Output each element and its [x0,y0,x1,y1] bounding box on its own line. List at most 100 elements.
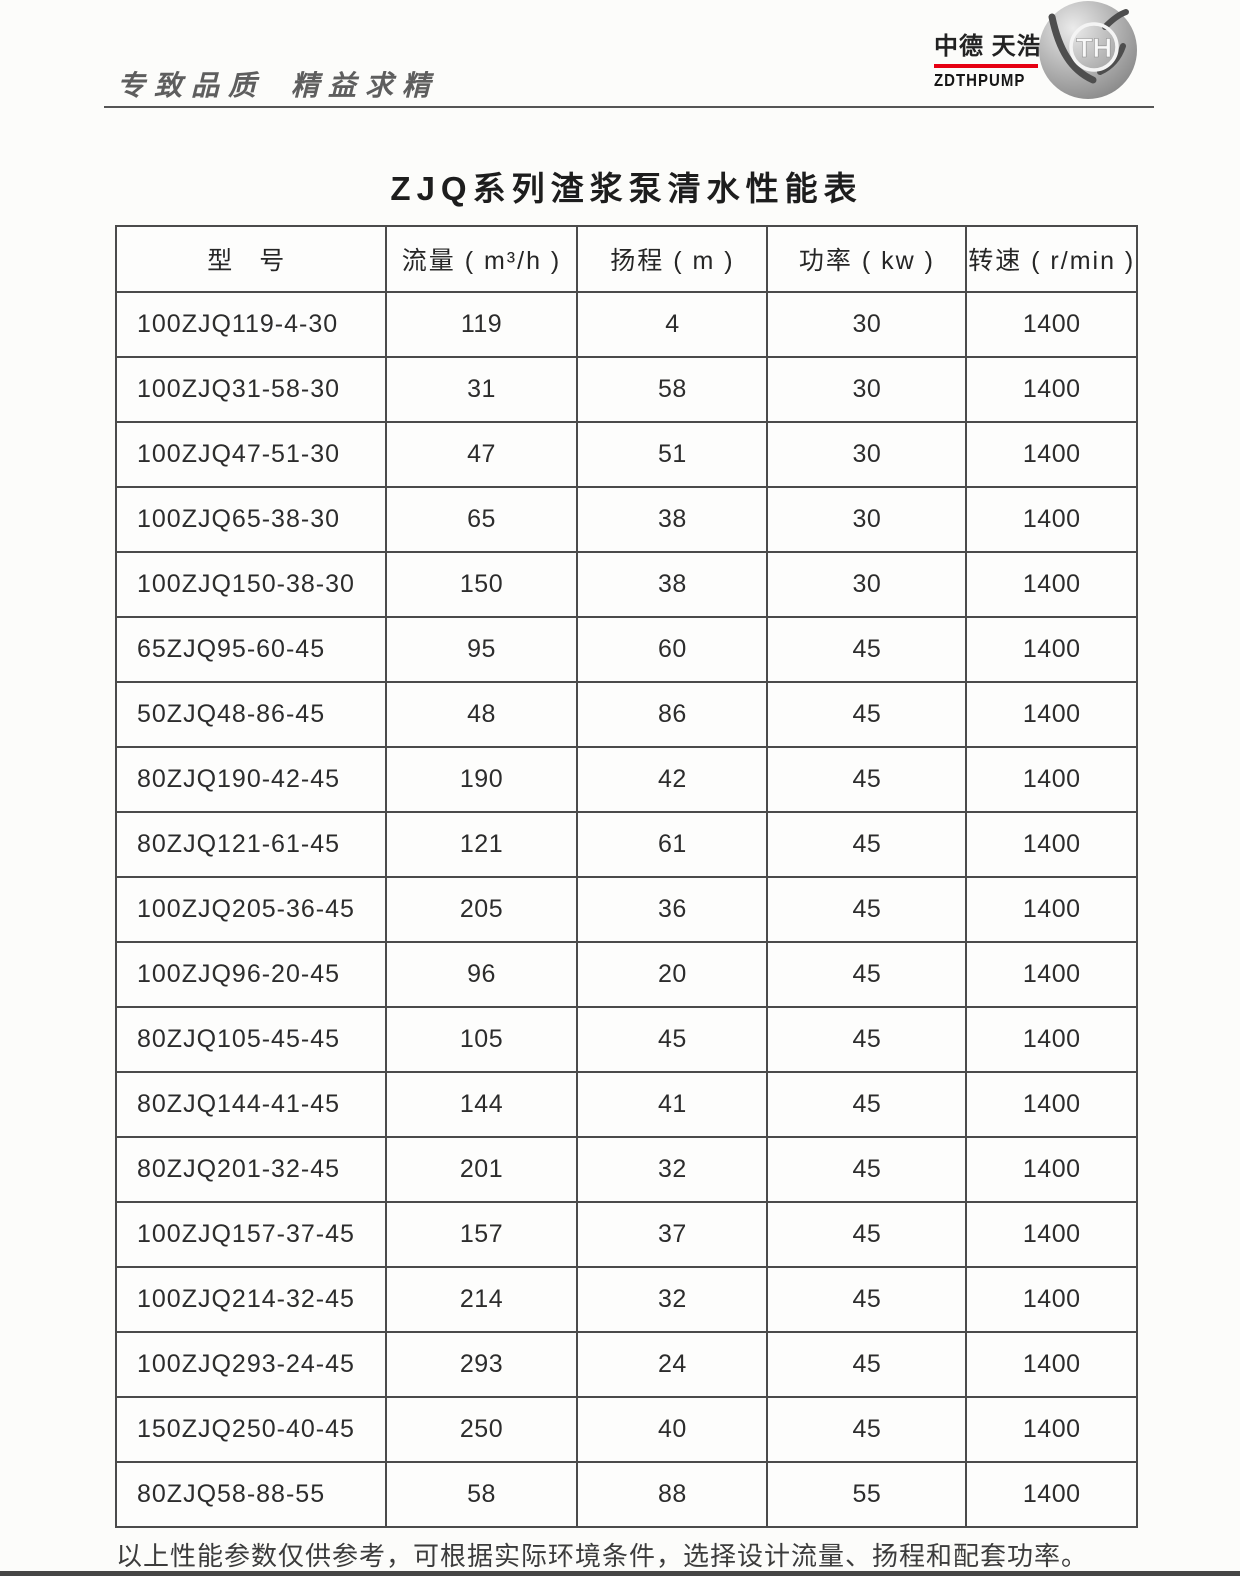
cell-value: 1400 [965,1396,1138,1463]
footer-note: 以上性能参数仅供参考，可根据实际环境条件，选择设计流量、扬程和配套功率。 [116,1541,1089,1571]
cell-model: 100ZJQ65-38-30 [115,486,387,553]
cell-value: 48 [384,681,579,748]
cell-value: 45 [766,876,968,943]
cell-model: 100ZJQ293-24-45 [115,1331,387,1398]
cell-value: 65 [384,486,579,553]
table-row: 100ZJQ205-36-45 205 36 45 1400 [115,876,1138,943]
table-row: 100ZJQ31-58-30 31 58 30 1400 [115,356,1138,423]
cell-value: 1400 [965,746,1138,813]
cell-value: 1400 [965,1266,1138,1333]
cell-value: 1400 [965,616,1138,683]
page-title: ZJQ系列渣浆泵清水性能表 [390,170,863,207]
cell-value: 1400 [965,421,1138,488]
cell-value: 30 [766,356,968,423]
cell-value: 45 [766,1071,968,1138]
header-divider [104,106,1154,108]
cell-value: 1400 [965,291,1138,358]
column-header: 扬程 ( m ) [576,225,769,293]
cell-value: 61 [576,811,769,878]
table-body: 100ZJQ119-4-30 119 4 30 1400 100ZJQ31-58-30 31… [115,291,1138,1528]
cell-value: 38 [576,551,769,618]
cell-model: 100ZJQ96-20-45 [115,941,387,1008]
brand-name-chinese: 中德 天浩 [934,33,1042,60]
header-row: 型 号流量 ( m³/h ) 扬程 ( m ) 功率 ( kw ) 转速 ( r/mi… [115,225,1138,293]
cell-value: 150 [384,551,579,618]
cell-value: 1400 [965,1201,1138,1268]
cell-value: 45 [766,616,968,683]
slogan-part2: 精益求精 [291,69,440,102]
table-row: 80ZJQ121-61-45 121 61 45 1400 [115,811,1138,878]
cell-value: 45 [766,681,968,748]
cell-value: 60 [576,616,769,683]
cell-value: 1400 [965,1461,1138,1528]
brand-block: 中德 天浩 ZDTHPUMP [934,26,1042,91]
table-row: 100ZJQ293-24-45 293 24 45 1400 [115,1331,1138,1398]
cell-value: 1400 [965,1071,1138,1138]
cell-value: 45 [576,1006,769,1073]
cell-value: 40 [576,1396,769,1463]
cell-value: 201 [384,1136,579,1203]
table-row: 150ZJQ250-40-45 250 40 45 1400 [115,1396,1138,1463]
cell-value: 42 [576,746,769,813]
cell-value: 45 [766,1266,968,1333]
cell-value: 1400 [965,1331,1138,1398]
cell-value: 32 [576,1266,769,1333]
cell-model: 100ZJQ150-38-30 [115,551,387,618]
cell-value: 45 [766,811,968,878]
cell-value: 1400 [965,1136,1138,1203]
table-row: 100ZJQ119-4-30 119 4 30 1400 [115,291,1138,358]
cell-model: 50ZJQ48-86-45 [115,681,387,748]
cell-value: 88 [576,1461,769,1528]
column-header: 功率 ( kw ) [766,225,968,293]
cell-value: 58 [576,356,769,423]
table-row: 80ZJQ144-41-45 144 41 45 1400 [115,1071,1138,1138]
table-row: 100ZJQ150-38-30 150 38 30 1400 [115,551,1138,618]
cell-model: 80ZJQ58-88-55 [115,1461,387,1528]
scan-bottom-edge [0,1571,1240,1576]
cell-value: 86 [576,681,769,748]
table-row: 100ZJQ157-37-45 157 37 45 1400 [115,1201,1138,1268]
quality-slogan: 专致品质 精益求精 [117,64,439,104]
cell-value: 144 [384,1071,579,1138]
cell-value: 95 [384,616,579,683]
cell-value: 30 [766,421,968,488]
cell-value: 157 [384,1201,579,1268]
slogan-part1: 专致品质 [117,69,266,102]
cell-model: 80ZJQ121-61-45 [115,811,387,878]
cell-model: 100ZJQ47-51-30 [115,421,387,488]
cell-value: 1400 [965,486,1138,553]
table-row: 100ZJQ214-32-45 214 32 45 1400 [115,1266,1138,1333]
cell-model: 100ZJQ119-4-30 [115,291,387,358]
column-header: 转速 ( r/min ) [965,225,1138,293]
cell-value: 45 [766,941,968,1008]
cell-value: 1400 [965,941,1138,1008]
cell-model: 80ZJQ105-45-45 [115,1006,387,1073]
cell-value: 36 [576,876,769,943]
cell-value: 41 [576,1071,769,1138]
cell-value: 45 [766,1006,968,1073]
cell-value: 45 [766,1201,968,1268]
cell-value: 190 [384,746,579,813]
table-row: 50ZJQ48-86-45 48 86 45 1400 [115,681,1138,748]
cell-value: 121 [384,811,579,878]
cell-value: 38 [576,486,769,553]
cell-value: 45 [766,1396,968,1463]
cell-value: 1400 [965,356,1138,423]
company-logo-icon: TH [1037,0,1139,102]
cell-value: 20 [576,941,769,1008]
table-row: 100ZJQ65-38-30 65 38 30 1400 [115,486,1138,553]
cell-value: 24 [576,1331,769,1398]
cell-model: 80ZJQ201-32-45 [115,1136,387,1203]
cell-model: 150ZJQ250-40-45 [115,1396,387,1463]
cell-value: 4 [576,291,769,358]
cell-value: 1400 [965,681,1138,748]
table-row: 65ZJQ95-60-45 95 60 45 1400 [115,616,1138,683]
column-header: 型 号 [115,225,387,293]
table-row: 100ZJQ47-51-30 47 51 30 1400 [115,421,1138,488]
cell-value: 30 [766,486,968,553]
cell-model: 100ZJQ214-32-45 [115,1266,387,1333]
cell-value: 37 [576,1201,769,1268]
table-row: 80ZJQ105-45-45 105 45 45 1400 [115,1006,1138,1073]
brand-name-english: ZDTHPUMP [934,71,1026,91]
